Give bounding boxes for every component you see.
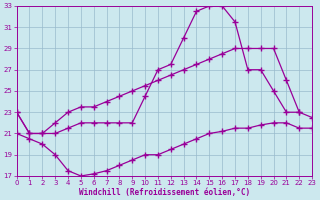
X-axis label: Windchill (Refroidissement éolien,°C): Windchill (Refroidissement éolien,°C) [79, 188, 250, 197]
